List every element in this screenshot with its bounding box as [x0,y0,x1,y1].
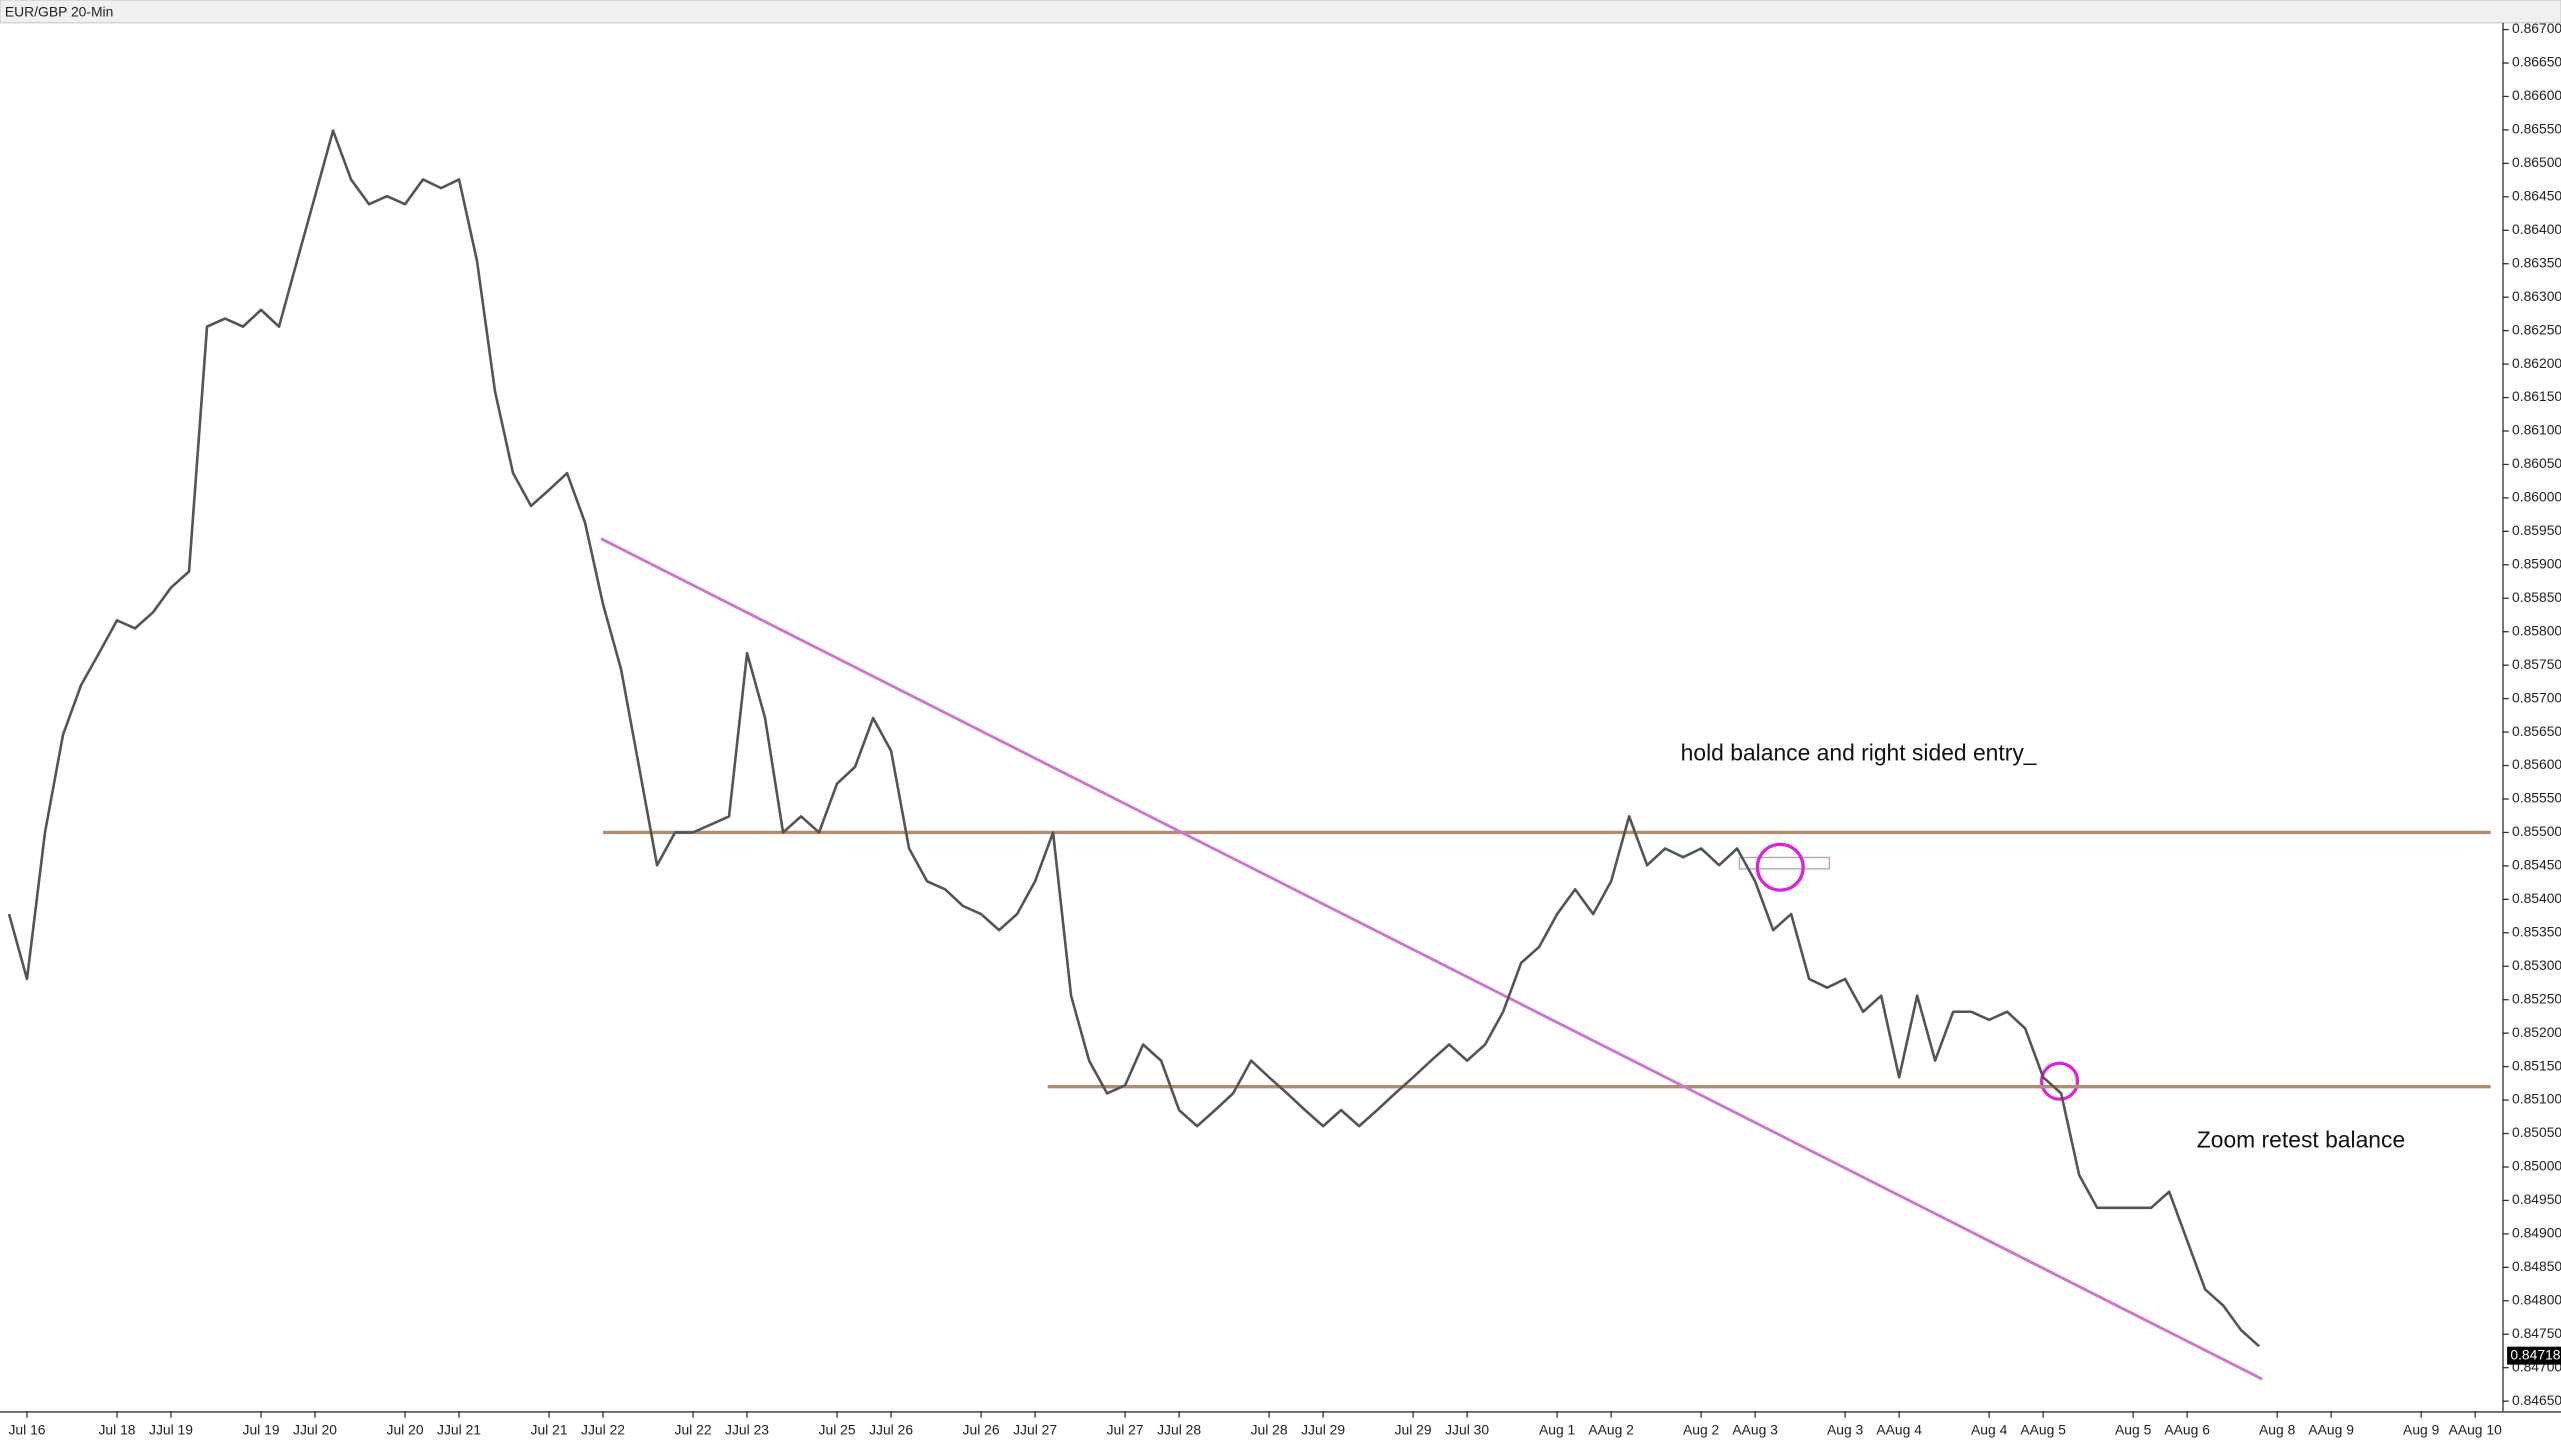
x-tick-label: Jul 29 [1395,1421,1432,1437]
y-tick-label: 0.85000 [2512,1158,2561,1174]
x-tick-label: Jul 21 [531,1421,568,1437]
x-tick-label: Aug 2 [1683,1421,1720,1437]
last-price-label: 0.84718 [2510,1346,2560,1362]
y-tick-label: 0.86550 [2512,121,2561,137]
y-tick-label: 0.85250 [2512,990,2561,1006]
y-tick-label: 0.86600 [2512,87,2561,103]
x-tick-label: Aug 1 [1539,1421,1576,1437]
y-tick-label: 0.85350 [2512,923,2561,939]
y-tick-label: 0.86650 [2512,54,2561,70]
y-tick-label: 0.85100 [2512,1091,2561,1107]
y-tick-label: 0.85650 [2512,723,2561,739]
x-tick-label: JJul 29 [1301,1421,1345,1437]
y-tick-label: 0.85800 [2512,622,2561,638]
y-tick-label: 0.85200 [2512,1024,2561,1040]
x-tick-label: Aug 9 [2403,1421,2440,1437]
x-tick-label: JJul 20 [293,1421,337,1437]
x-tick-label: Jul 18 [98,1421,135,1437]
y-tick-label: 0.85500 [2512,823,2561,839]
y-tick-label: 0.86400 [2512,221,2561,237]
x-tick-label: Aug 4 [1971,1421,2008,1437]
x-tick-label: JJul 27 [1013,1421,1057,1437]
y-tick-label: 0.85950 [2512,522,2561,538]
chart-title: EUR/GBP 20-Min [5,4,113,20]
plot-layer: 0.86700 0.86650 0.86600 0.86550 0.86500 0.864… [7,20,2561,1437]
y-tick-label: 0.85750 [2512,656,2561,672]
y-tick-label: 0.84950 [2512,1191,2561,1207]
annotation: hold balance and right sided entry_ [1681,740,2037,766]
x-tick-label: AAug 6 [2164,1421,2210,1437]
x-tick-label: JJul 22 [581,1421,625,1437]
x-tick-label: JJul 26 [869,1421,913,1437]
y-tick-label: 0.84750 [2512,1325,2561,1341]
y-tick-label: 0.86000 [2512,489,2561,505]
y-tick-label: 0.85150 [2512,1057,2561,1073]
entry-box [1738,856,1830,870]
y-tick-label: 0.86300 [2512,288,2561,304]
y-tick-label: 0.86450 [2512,187,2561,203]
y-tick-label: 0.86150 [2512,388,2561,404]
x-tick-label: Jul 22 [675,1421,712,1437]
trendline [600,537,2263,1381]
x-tick-label: Jul 27 [1107,1421,1144,1437]
y-tick-label: 0.84800 [2512,1291,2561,1307]
x-tick-label: Jul 28 [1251,1421,1288,1437]
y-tick-label: 0.84900 [2512,1225,2561,1241]
price-line [7,129,2261,1348]
y-tick-label: 0.86500 [2512,154,2561,170]
x-tick-label: Aug 3 [1827,1421,1864,1437]
x-tick-label: JJul 28 [1157,1421,1201,1437]
x-tick-label: JJul 21 [437,1421,481,1437]
annotation: Zoom retest balance [2197,1127,2405,1153]
x-tick-label: Jul 16 [8,1421,45,1437]
y-tick-label: 0.84850 [2512,1258,2561,1274]
x-tick-label: Jul 20 [387,1421,424,1437]
y-tick-label: 0.85050 [2512,1124,2561,1140]
x-tick-label: AAug 5 [2020,1421,2066,1437]
x-tick-label: JJul 19 [149,1421,193,1437]
y-tick-label: 0.85550 [2512,790,2561,806]
y-tick-label: 0.85600 [2512,756,2561,772]
y-tick-label: 0.86100 [2512,422,2561,438]
x-tick-label: JJul 23 [725,1421,769,1437]
last-price-box [2507,1346,2561,1365]
x-tick-label: AAug 10 [2449,1421,2503,1437]
highlight-circle [1755,842,1805,892]
x-tick-label: AAug 2 [1588,1421,1634,1437]
y-tick-label: 0.86250 [2512,321,2561,337]
y-tick-label: 0.85850 [2512,589,2561,605]
x-tick-label: AAug 9 [2308,1421,2354,1437]
y-tick-label: 0.86050 [2512,455,2561,471]
x-tick-label: Aug 5 [2115,1421,2152,1437]
y-tick-label: 0.86350 [2512,254,2561,270]
y-tick-label: 0.85300 [2512,957,2561,973]
x-tick-label: Jul 19 [243,1421,280,1437]
y-tick-label: 0.86200 [2512,355,2561,371]
y-tick-label: 0.85400 [2512,890,2561,906]
x-tick-label: Jul 26 [963,1421,1000,1437]
x-tick-label: Aug 8 [2259,1421,2296,1437]
x-tick-label: Jul 25 [819,1421,856,1437]
highlight-circle [2039,1061,2080,1101]
title-bar [0,0,2561,24]
x-tick-label: AAug 4 [1876,1421,1922,1437]
y-tick-label: 0.86700 [2512,20,2561,36]
y-tick-label: 0.85450 [2512,857,2561,873]
y-tick-label: 0.85700 [2512,689,2561,705]
x-tick-label: AAug 3 [1732,1421,1778,1437]
x-tick-label: JJul 30 [1445,1421,1489,1437]
y-tick-label: 0.84650 [2512,1392,2561,1408]
y-tick-label: 0.85900 [2512,555,2561,571]
